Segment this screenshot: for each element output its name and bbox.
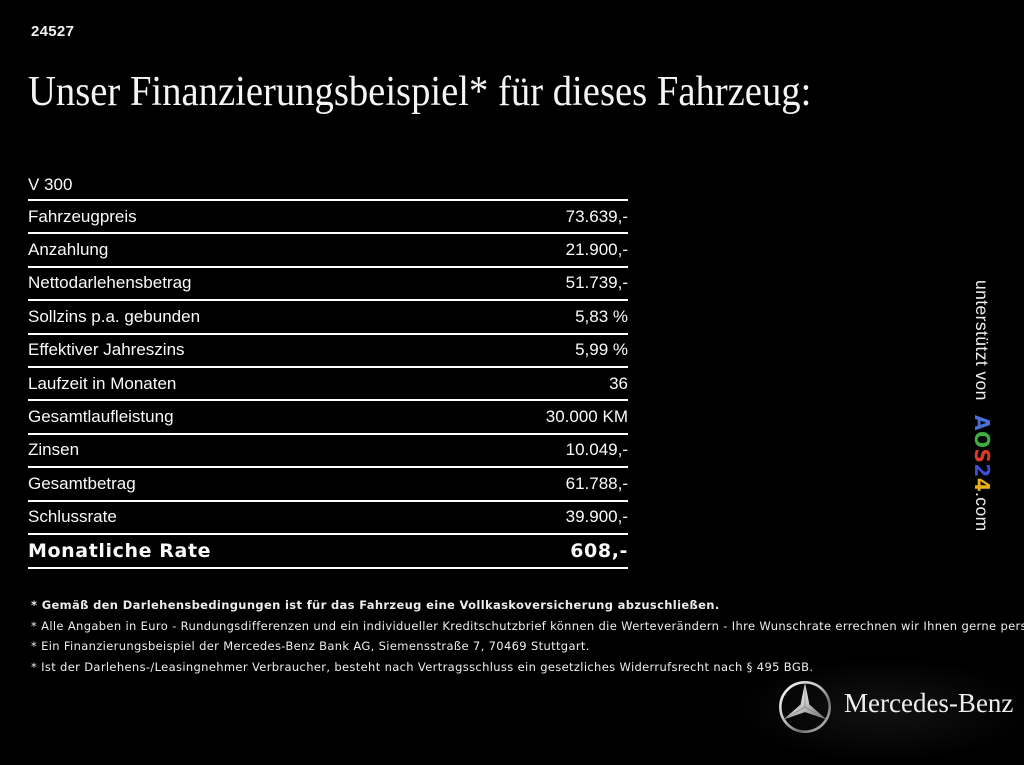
table-row-sollzins: Sollzins p.a. gebunden 5,83 %: [28, 301, 628, 335]
offer-number: 24527: [31, 23, 75, 40]
footnote-3: * Ein Finanzierungsbeispiel der Mercedes…: [31, 639, 590, 653]
table-row-zinsen: Zinsen 10.049,-: [28, 435, 628, 469]
aos24-letter: O: [970, 430, 994, 449]
table-row-laufzeit: Laufzeit in Monaten 36: [28, 368, 628, 402]
finance-table: V 300 Fahrzeugpreis 73.639,- Anzahlung 2…: [28, 175, 628, 569]
table-row-gesamtbetrag: Gesamtbetrag 61.788,-: [28, 468, 628, 502]
row-label: Gesamtbetrag: [28, 473, 136, 493]
row-value: 51.739,-: [565, 273, 628, 293]
aos24-letter: A: [970, 414, 994, 431]
row-value: 10.049,-: [565, 440, 628, 460]
supported-by-label: unterstützt von: [972, 280, 992, 401]
row-label: Laufzeit in Monaten: [28, 373, 177, 393]
footnote-4: * Ist der Darlehens-/Leasingnehmer Verbr…: [31, 659, 814, 674]
mercedes-benz-wordmark: Mercedes-Benz: [844, 688, 1014, 718]
table-row-gesamtlaufleistung: Gesamtlaufleistung 30.000 KM: [28, 401, 628, 435]
aos24-domain-suffix: .com: [972, 492, 992, 532]
aos24-letter: 4: [970, 477, 994, 493]
row-label: Anzahlung: [28, 240, 109, 260]
mercedes-star-icon: [779, 681, 831, 733]
table-row-anzahlung: Anzahlung 21.900,-: [28, 234, 628, 268]
aos24-logo: AOS24: [970, 415, 994, 492]
row-value: 30.000 KM: [545, 407, 628, 427]
row-value: 36: [609, 373, 628, 393]
row-label: Gesamtlaufleistung: [28, 407, 174, 427]
footnote-1: * Gemäß den Darlehensbedingungen ist für…: [31, 598, 720, 612]
row-value: 61.788,-: [565, 473, 628, 493]
row-value: 21.900,-: [565, 240, 628, 260]
table-row-schlussrate: Schlussrate 39.900,-: [28, 502, 628, 535]
table-row-fahrzeugpreis: Fahrzeugpreis 73.639,-: [28, 201, 628, 235]
aos24-letter: S: [970, 448, 994, 464]
row-label: Effektiver Jahreszins: [28, 340, 185, 360]
row-value: 73.639,-: [565, 206, 628, 226]
row-label: Nettodarlehensbetrag: [28, 273, 192, 293]
vehicle-model-header: V 300: [28, 175, 628, 201]
supported-by-vertical-text: unterstützt von AOS24.com: [970, 280, 994, 570]
mercedes-benz-logo-block: Mercedes-Benz: [742, 660, 1024, 760]
row-label: Sollzins p.a. gebunden: [28, 306, 201, 326]
table-row-nettodarlehensbetrag: Nettodarlehensbetrag 51.739,-: [28, 268, 628, 302]
page-title: Unser Finanzierungsbeispiel* für dieses …: [28, 69, 812, 115]
monthly-rate-label: Monatliche Rate: [28, 539, 212, 562]
footnotes: * Gemäß den Darlehensbedingungen ist für…: [31, 598, 1024, 680]
row-value: 5,99 %: [575, 340, 628, 360]
table-row-effektiver-jahreszins: Effektiver Jahreszins 5,99 %: [28, 335, 628, 368]
monthly-rate-value: 608,-: [570, 539, 628, 562]
aos24-letter: 2: [970, 463, 994, 478]
row-label: Schlussrate: [28, 507, 117, 527]
row-value: 39.900,-: [565, 507, 628, 527]
row-value: 5,83 %: [575, 306, 628, 326]
row-label: Zinsen: [28, 440, 80, 460]
footnote-2: * Alle Angaben in Euro - Rundungsdiffere…: [31, 618, 1024, 633]
table-row-monatliche-rate: Monatliche Rate 608,-: [28, 535, 628, 569]
row-label: Fahrzeugpreis: [28, 206, 137, 226]
